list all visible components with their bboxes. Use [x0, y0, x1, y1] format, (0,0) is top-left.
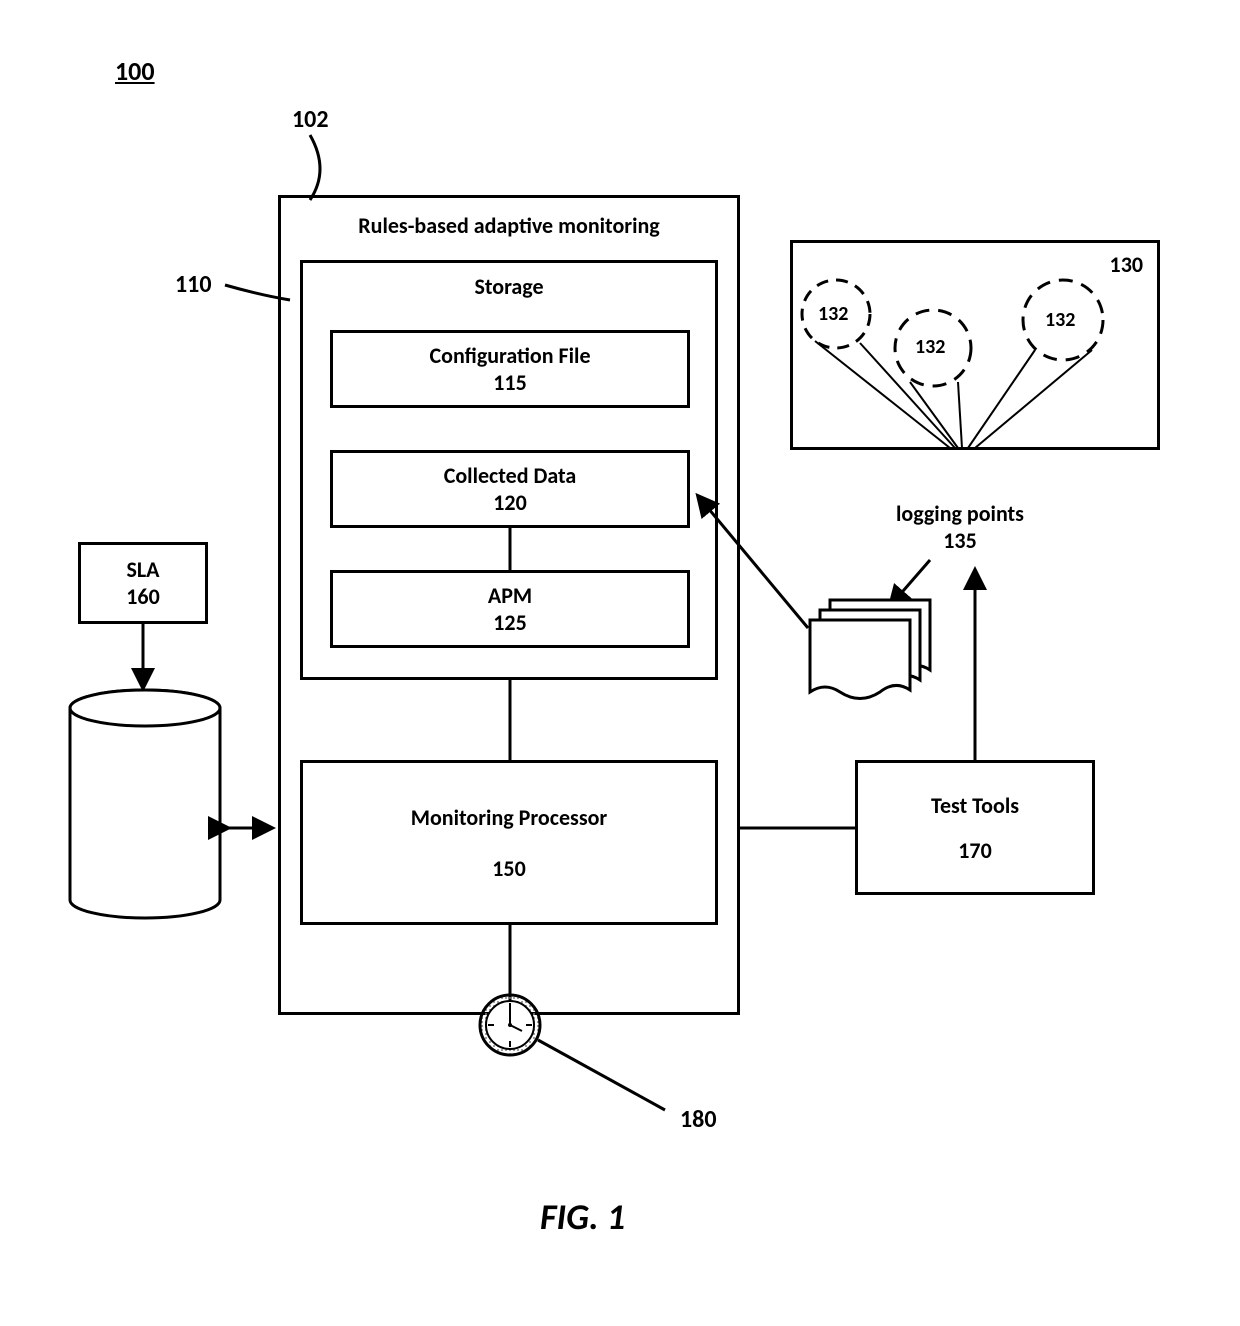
config-file-label: Configuration File — [429, 342, 590, 369]
test-tools-ref: 170 — [958, 837, 991, 864]
ref-110: 110 — [175, 270, 212, 299]
monitoring-processor-ref: 150 — [492, 855, 525, 882]
env-box-ref: 130 — [1110, 251, 1143, 278]
ref-100: 100 — [115, 55, 155, 87]
rules-label: Rules — [126, 801, 175, 828]
collected-data-box: Collected Data 120 — [330, 450, 690, 528]
test-tools-label: Test Tools — [931, 792, 1019, 819]
env-box: 130 — [790, 240, 1160, 450]
apm-label: APM — [488, 582, 532, 609]
collected-data-label: Collected Data — [444, 462, 577, 489]
ref-102: 102 — [292, 105, 329, 134]
env-node-c-label: 132 — [1045, 308, 1075, 332]
rules-ref: 114 — [134, 828, 167, 855]
monitoring-processor-label: Monitoring Processor — [411, 804, 608, 831]
config-file-box: Configuration File 115 — [330, 330, 690, 408]
collected-data-ref: 120 — [493, 489, 526, 516]
docs-ref: 105 — [860, 640, 893, 667]
apm-box: APM 125 — [330, 570, 690, 648]
test-tools-box: Test Tools 170 — [855, 760, 1095, 895]
db-ref: 112 — [125, 720, 158, 747]
env-node-a-label: 132 — [818, 302, 848, 326]
sla-label: SLA — [126, 556, 159, 583]
logging-points-ref: 135 — [870, 527, 1050, 554]
sla-ref: 160 — [126, 583, 159, 610]
rules-box: Rules 114 — [95, 790, 207, 865]
monitoring-processor-box: Monitoring Processor 150 — [300, 760, 718, 925]
logging-points-group: logging points 135 — [870, 500, 1050, 554]
apm-ref: 125 — [493, 609, 526, 636]
main-title: Rules-based adaptive monitoring — [358, 212, 660, 239]
env-node-b-label: 132 — [915, 335, 945, 359]
config-file-ref: 115 — [493, 369, 526, 396]
figure-caption: FIG. 1 — [540, 1195, 625, 1239]
ref-180: 180 — [680, 1105, 717, 1134]
logging-points-label: logging points — [870, 500, 1050, 527]
storage-title: Storage — [474, 273, 543, 300]
sla-box: SLA 160 — [78, 542, 208, 624]
